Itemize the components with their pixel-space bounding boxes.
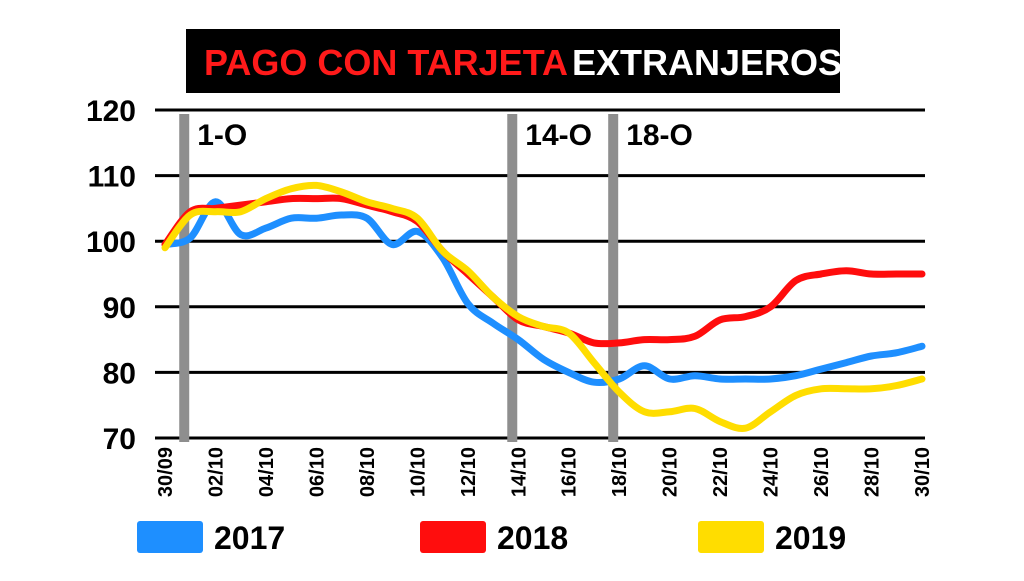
title-part2: EXTRANJEROS bbox=[572, 42, 842, 83]
x-tick-label: 14/10 bbox=[508, 447, 530, 497]
event-marker-label: 18-O bbox=[626, 119, 693, 152]
y-tick-label: 110 bbox=[88, 161, 136, 194]
series-line-2017 bbox=[161, 198, 926, 387]
legend-swatch-2019 bbox=[698, 521, 764, 553]
x-tick-label: 30/10 bbox=[912, 447, 934, 497]
title-background bbox=[186, 29, 840, 93]
event-marker-label: 14-O bbox=[525, 119, 592, 152]
x-tick-label: 02/10 bbox=[205, 447, 227, 497]
x-tick-label: 06/10 bbox=[306, 447, 328, 497]
x-tick-label: 26/10 bbox=[811, 447, 833, 497]
x-tick-label: 30/09 bbox=[155, 447, 177, 497]
title-part1: PAGO CON TARJETA bbox=[204, 42, 568, 83]
x-tick-label: 12/10 bbox=[458, 447, 480, 497]
legend-label-2018: 2018 bbox=[497, 520, 568, 556]
x-tick-label: 18/10 bbox=[609, 447, 631, 497]
y-tick-label: 80 bbox=[103, 357, 136, 390]
x-tick-label: 04/10 bbox=[256, 447, 278, 497]
x-axis: 30/09 02/10 04/10 06/10 08/10 10/10 12/10 14/10… bbox=[155, 447, 934, 497]
series-lines bbox=[161, 181, 926, 433]
series-line-2019 bbox=[161, 181, 926, 433]
y-tick-label: 70 bbox=[103, 423, 136, 456]
x-tick-label: 16/10 bbox=[559, 447, 581, 497]
legend-swatch-2017 bbox=[137, 521, 203, 553]
x-tick-label: 28/10 bbox=[862, 447, 884, 497]
x-tick-label: 10/10 bbox=[407, 447, 429, 497]
y-axis: 70 80 90 100 110 120 bbox=[86, 95, 136, 456]
legend: 2017 2018 2019 bbox=[137, 520, 846, 556]
y-tick-label: 90 bbox=[103, 292, 136, 325]
legend-swatch-2018 bbox=[420, 521, 486, 553]
event-markers: 1-O 14-O 18-O bbox=[179, 114, 693, 442]
y-tick-label: 120 bbox=[86, 95, 136, 128]
legend-label-2019: 2019 bbox=[775, 520, 846, 556]
x-tick-label: 20/10 bbox=[660, 447, 682, 497]
x-tick-label: 24/10 bbox=[761, 447, 783, 497]
gridlines bbox=[155, 108, 925, 440]
y-tick-label: 100 bbox=[86, 226, 136, 259]
x-tick-label: 22/10 bbox=[710, 447, 732, 497]
legend-label-2017: 2017 bbox=[214, 520, 285, 556]
event-marker-label: 1-O bbox=[197, 119, 247, 152]
x-tick-label: 08/10 bbox=[357, 447, 379, 497]
